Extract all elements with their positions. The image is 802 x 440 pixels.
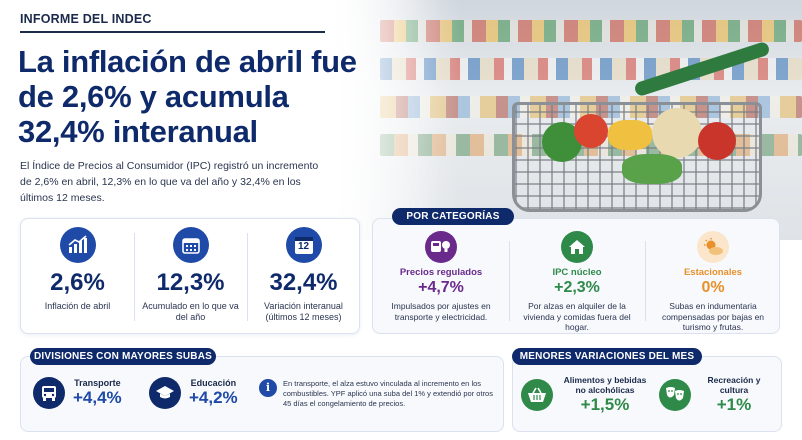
info-icon: i xyxy=(259,379,277,397)
kicker-label: INFORME DEL INDEC xyxy=(20,12,152,26)
shopping-cart-illustration xyxy=(512,40,771,222)
basket-icon xyxy=(521,379,553,411)
hero-supermarket-image xyxy=(300,0,802,240)
calendar-icon xyxy=(172,227,209,263)
divisions-heading: DIVISIONES CON MAYORES SUBAS xyxy=(30,348,216,365)
category-regulated: Precios regulados +4,7% Impulsados por a… xyxy=(373,231,509,322)
category-description: Subas en indumentaria compensadas por ba… xyxy=(661,301,765,332)
division-transport: Transporte +4,4% xyxy=(33,377,122,409)
stat-label: Inflación de abril xyxy=(44,301,111,311)
stat-label: Variación interanual (últimos 12 meses) xyxy=(264,301,343,322)
minor-value: +1,5% xyxy=(580,395,630,414)
stat-monthly: 2,6% Inflación de abril xyxy=(21,219,134,335)
category-value: 0% xyxy=(701,279,725,296)
categories-heading: POR CATEGORÍAS xyxy=(392,208,514,225)
divider xyxy=(247,233,248,321)
division-name: Transporte xyxy=(74,378,121,388)
division-value: +4,4% xyxy=(73,388,122,407)
calendar-12-icon: 12 xyxy=(285,227,322,263)
category-description: Por alzas en alquiler de la vivienda y c… xyxy=(523,301,631,332)
minor-name: Recreación y cultura xyxy=(707,375,761,395)
category-seasonal: Estacionales 0% Subas en indumentaria co… xyxy=(645,231,781,333)
category-name: Precios regulados xyxy=(399,267,483,278)
house-icon xyxy=(561,231,593,263)
category-value: +4,7% xyxy=(418,279,464,296)
divider xyxy=(134,233,135,321)
sun-cloud-icon xyxy=(697,231,729,263)
calendar-badge: 12 xyxy=(297,241,310,252)
page-title: La inflación de abril fue de 2,6% y acum… xyxy=(18,44,357,149)
stat-value: 12,3% xyxy=(156,269,225,296)
divider xyxy=(645,241,646,321)
lead-paragraph: El Índice de Precios al Consumidor (IPC)… xyxy=(20,160,319,204)
bus-bulb-icon xyxy=(425,231,457,263)
division-name: Educación xyxy=(190,378,237,388)
stat-value: 2,6% xyxy=(50,269,105,296)
divider xyxy=(509,241,510,321)
stat-label: Acumulado en lo que va del año xyxy=(142,301,239,322)
graduation-cap-icon xyxy=(149,377,181,409)
divisions-note: En transporte, el alza estuvo vinculada … xyxy=(283,379,493,408)
division-education: Educación +4,2% xyxy=(149,377,238,409)
minor-variations-heading: MENORES VARIACIONES DEL MES xyxy=(512,348,702,365)
division-value: +4,2% xyxy=(189,388,238,407)
minor-recreation: Recreación y cultura +1% xyxy=(659,375,769,415)
summary-stats-card: 2,6% Inflación de abril 12,3% Acumulado … xyxy=(20,218,360,334)
lowest-variations-card: Alimentos y bebidas no alcohólicas +1,5%… xyxy=(512,356,782,432)
stat-yoy: 12 32,4% Variación interanual (últimos 1… xyxy=(247,219,360,335)
minor-name: Alimentos y bebidas no alcohólicas xyxy=(563,375,647,395)
minor-value: +1% xyxy=(716,395,752,414)
stat-value: 32,4% xyxy=(269,269,338,296)
stat-ytd: 12,3% Acumulado en lo que va del año xyxy=(134,219,247,335)
category-value: +2,3% xyxy=(554,279,600,296)
categories-card: Precios regulados +4,7% Impulsados por a… xyxy=(372,218,780,334)
category-description: Impulsados por ajustes en transporte y e… xyxy=(391,301,491,322)
theater-masks-icon xyxy=(659,379,691,411)
category-core: IPC núcleo +2,3% Por alzas en alquiler d… xyxy=(509,231,645,333)
minor-food: Alimentos y bebidas no alcohólicas +1,5% xyxy=(521,375,649,415)
kicker-divider xyxy=(20,31,325,33)
bus-icon xyxy=(33,377,65,409)
category-name: IPC núcleo xyxy=(552,267,602,278)
bar-chart-icon xyxy=(59,227,96,263)
top-divisions-card: Transporte +4,4% Educación +4,2% i En tr… xyxy=(20,356,504,432)
category-name: Estacionales xyxy=(683,267,743,278)
